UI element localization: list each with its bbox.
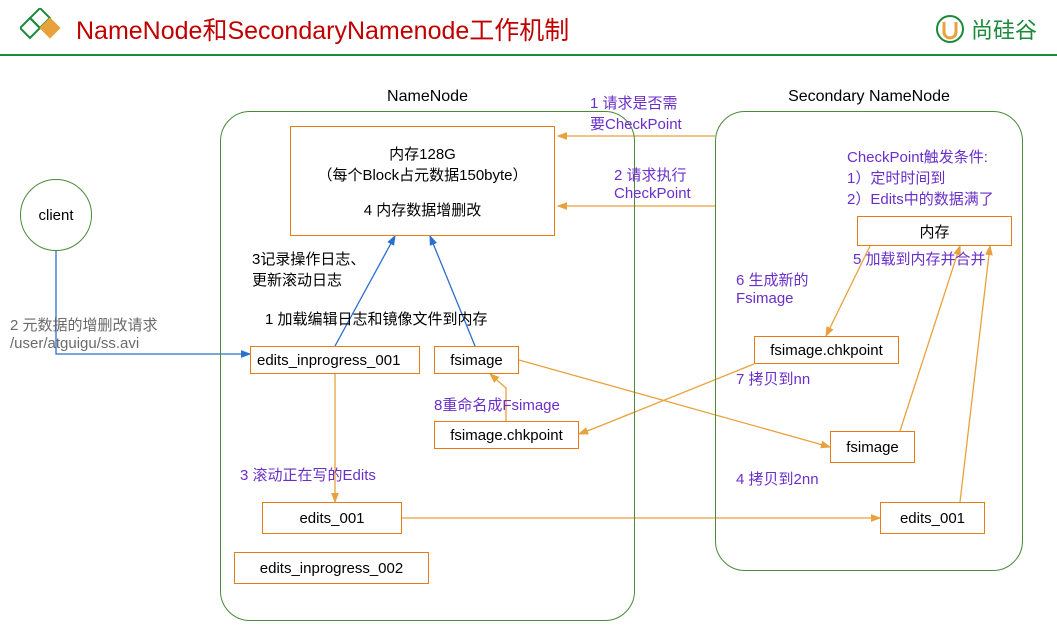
fsimage-nn: fsimage	[434, 346, 519, 374]
step2a: 2 请求执行	[614, 164, 687, 185]
brand-icon	[935, 14, 965, 44]
load-label: 1 加载编辑日志和镜像文件到内存	[265, 308, 488, 329]
req-line1: 2 元数据的增删改请求	[10, 314, 158, 335]
step7: 7 拷贝到nn	[736, 368, 810, 389]
trigger-a: CheckPoint触发条件:	[847, 146, 988, 167]
edits-inprogress-002: edits_inprogress_002	[234, 552, 429, 584]
log-line2: 更新滚动日志	[252, 269, 342, 290]
brand: 尚硅谷	[935, 13, 1037, 45]
req-line2: /user/atguigu/ss.avi	[10, 335, 139, 352]
mem-line1: 内存128G	[389, 143, 456, 164]
step4: 4 拷贝到2nn	[736, 468, 819, 489]
diagram-canvas: client NameNode Secondary NameNode 内存128…	[0, 56, 1057, 635]
roll-label: 3 滚动正在写的Edits	[240, 464, 376, 485]
secondary-label: Secondary NameNode	[788, 88, 950, 106]
fsimage-chkpoint-nn: fsimage.chkpoint	[434, 421, 579, 449]
trigger-b: 1）定时时间到	[847, 167, 945, 188]
edits-001-sec: edits_001	[880, 502, 985, 534]
log-line1: 3记录操作日志、	[252, 248, 365, 269]
step5: 5 加载到内存并合并	[853, 248, 986, 269]
header: NameNode和SecondaryNamenode工作机制 尚硅谷	[0, 0, 1057, 56]
page-title: NameNode和SecondaryNamenode工作机制	[76, 11, 935, 47]
client-label: client	[38, 207, 73, 224]
edits-inprogress-001: edits_inprogress_001	[250, 346, 420, 374]
fsimage-sec: fsimage	[830, 431, 915, 463]
namenode-label: NameNode	[387, 88, 468, 106]
step2b: CheckPoint	[614, 185, 691, 202]
diamond-icon	[20, 8, 62, 50]
client-node: client	[20, 179, 92, 251]
trigger-c: 2）Edits中的数据满了	[847, 188, 994, 209]
mem-line2: （每个Block占元数据150byte）	[317, 164, 527, 185]
step1a: 1 请求是否需	[590, 92, 678, 113]
step6b: Fsimage	[736, 290, 794, 307]
step1b: 要CheckPoint	[590, 113, 682, 134]
brand-text: 尚硅谷	[971, 13, 1037, 45]
step6a: 6 生成新的	[736, 269, 809, 290]
mem-line3: 4 内存数据增删改	[364, 199, 482, 220]
edits-001-nn: edits_001	[262, 502, 402, 534]
rename-label: 8重命名成Fsimage	[434, 394, 560, 415]
fsimage-chkpoint-sec: fsimage.chkpoint	[754, 336, 899, 364]
memory-box: 内存128G （每个Block占元数据150byte） 4 内存数据增删改	[290, 126, 555, 236]
secondary-memory: 内存	[857, 216, 1012, 246]
